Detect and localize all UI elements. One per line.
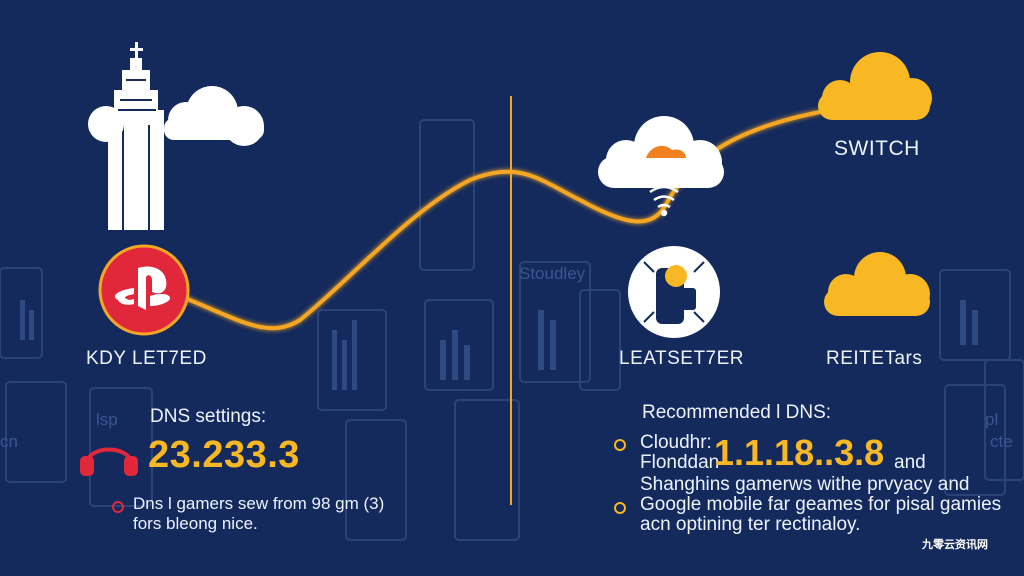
cloud-icon-left: [88, 86, 264, 146]
left-note-line1: Dns l gamers sew from 98 gm (3): [133, 494, 385, 513]
left-dns-value: 23.233.3: [148, 434, 300, 476]
bg-left-text-2: cn: [0, 432, 18, 451]
cloud-icon-orange-top: [818, 52, 932, 120]
row1-label: Cloudhr:: [640, 432, 712, 453]
bullet-icon: [614, 502, 626, 514]
connection-path: [179, 110, 821, 331]
center-dns-suffix: and: [894, 452, 926, 473]
center-label: LEATSET7ER: [619, 348, 745, 369]
row5-text: acn optining ter rectinaloy.: [640, 514, 861, 535]
cloud-icon-orange-right: [824, 252, 930, 316]
bullet-icon: [112, 501, 124, 513]
wifi-icon: [649, 185, 679, 217]
bg-right-text-2: cte: [990, 432, 1013, 451]
center-watermark-text: Stoudley: [519, 264, 586, 283]
right-label: REITETars: [826, 348, 923, 369]
switch-label: SWITCH: [834, 137, 920, 160]
bg-left-text-1: lsp: [96, 410, 118, 429]
bullet-icon: [614, 439, 626, 451]
background-devices: [0, 119, 1024, 541]
background-bars: [20, 300, 978, 390]
headphones-icon: [80, 447, 138, 476]
cloudflare-cloud-icon: [598, 116, 724, 188]
row2-label: Flonddan: [640, 452, 720, 473]
center-dns-value: 1.1.18..3.8: [714, 432, 885, 473]
bg-right-text-1: pl: [985, 410, 999, 429]
playstation-icon[interactable]: [98, 244, 190, 336]
watermark: 九零云资讯网: [922, 539, 988, 551]
row3-text: Shanghins gamerws withe prvyacy and: [640, 474, 970, 495]
dns-settings-heading: DNS settings:: [150, 406, 267, 427]
recommended-dns-heading: Recommended l DNS:: [642, 402, 832, 423]
left-label: KDY LET7ED: [86, 348, 207, 369]
controller-icon[interactable]: [628, 246, 720, 338]
row4-text: Google mobile far geames for pisal gamie…: [640, 494, 1002, 515]
left-note-line2: fors bleong nice.: [133, 514, 258, 533]
